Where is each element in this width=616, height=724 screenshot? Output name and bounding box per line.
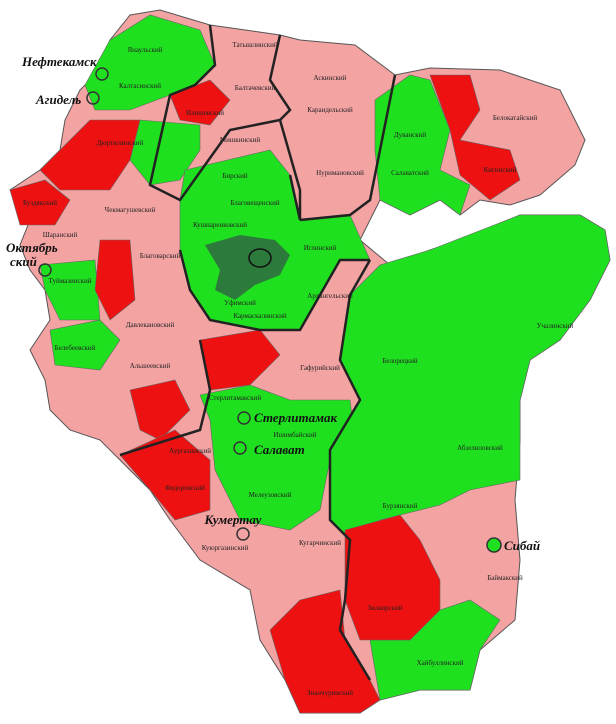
district-label: Шаранский: [43, 231, 78, 239]
district-label: Бирский: [222, 172, 248, 180]
district-label: Иглинский: [304, 244, 337, 252]
district-label: Илишевский: [186, 109, 224, 117]
district-label: Кугарчинский: [299, 539, 341, 547]
district-label: Учалинский: [537, 322, 574, 330]
district-label: Буздякский: [23, 199, 57, 207]
district-label: Балтачевский: [235, 84, 276, 92]
city-label: Салават: [254, 442, 305, 457]
district-label: Кигинский: [484, 166, 517, 174]
district-label: Чекмагушевский: [105, 206, 156, 214]
district-label: Ишимбайский: [273, 431, 316, 439]
district-label: Хайбуллинский: [417, 659, 464, 667]
district-label: Калтасинский: [119, 82, 161, 90]
district-label: Аскинский: [314, 74, 347, 82]
city-label: Кумертау: [204, 512, 262, 527]
city-label: Нефтекамск: [21, 54, 97, 69]
district-label: Федоровский: [165, 484, 205, 492]
ufa: [205, 235, 290, 300]
district-label: Баймакский: [487, 574, 523, 582]
district-label: Бурзянский: [383, 502, 418, 510]
district-label: Кушнаренковский: [193, 221, 247, 229]
city-label: Сибай: [504, 538, 540, 553]
city-label: ский: [10, 254, 37, 269]
district-label: Зианчуринский: [307, 689, 353, 697]
district-label: Салаватский: [391, 169, 429, 177]
city-label: Стерлитамак: [254, 410, 337, 425]
borders: [119, 24, 397, 681]
district-label: Аургазинский: [169, 447, 211, 455]
district-label: Дуванский: [394, 131, 427, 139]
district-label: Благоварский: [140, 252, 181, 260]
district-label: Стерлитамакский: [209, 394, 262, 402]
city-label: Октябрь: [6, 240, 58, 255]
district-label: Абзелиловский: [457, 444, 503, 452]
district-label: Зилаирский: [367, 604, 402, 612]
districts-red: [9, 74, 521, 714]
district-label: Благовещенский: [230, 199, 280, 207]
district-label: Белокатайский: [493, 114, 538, 122]
district-label: Кармаскалинский: [233, 312, 286, 320]
district-label: Гафурийский: [300, 364, 340, 372]
district-label: Мишкинский: [220, 136, 261, 144]
district-label: Мелеузовский: [249, 491, 292, 499]
district-label: Куюргазинский: [202, 544, 249, 552]
district-label: Архангельский: [307, 292, 353, 300]
district-label: Татышлинский: [232, 41, 277, 49]
district-label: Белорецкий: [382, 357, 418, 365]
district-label: Туймазинский: [49, 277, 92, 285]
city-markers: [38, 67, 502, 553]
district-label: Нуримановский: [316, 169, 364, 177]
district-label: Дюртюлинский: [97, 139, 144, 147]
ufa-marker: [248, 248, 272, 268]
district-label: Уфимский: [224, 299, 256, 307]
district-label: Давлекановский: [126, 321, 175, 329]
district-label: Караидельский: [307, 106, 353, 114]
district-label: Альшеевский: [130, 362, 171, 370]
city-label: Агидель: [35, 92, 81, 107]
district-label: Белебеевский: [55, 344, 96, 352]
district-label: Янаульский: [127, 46, 162, 54]
